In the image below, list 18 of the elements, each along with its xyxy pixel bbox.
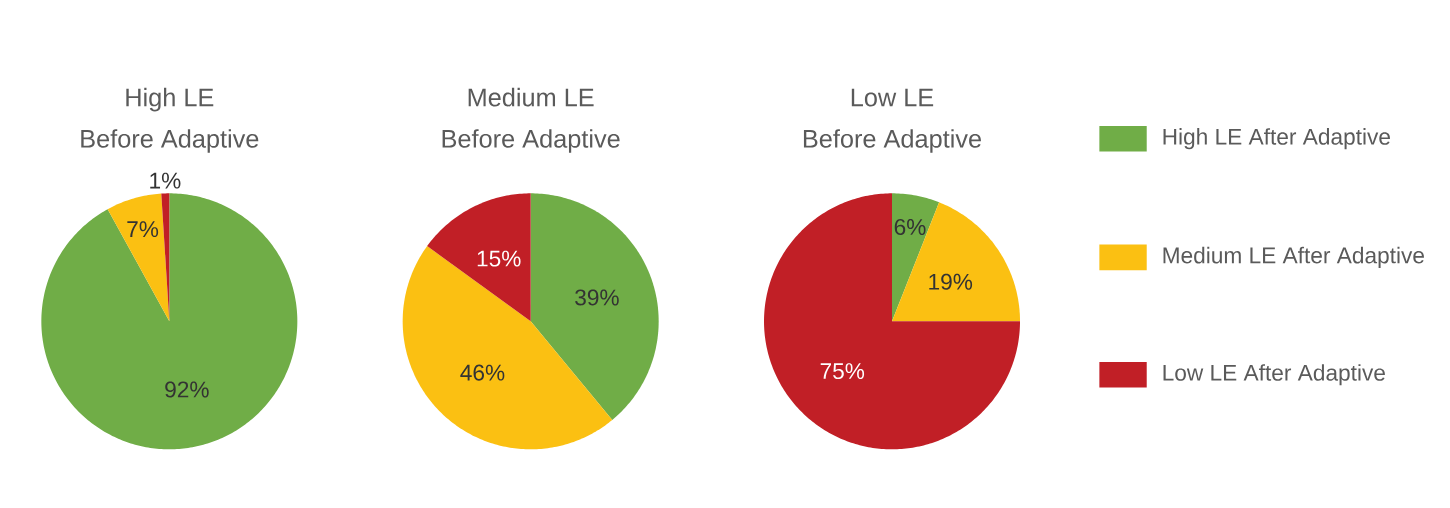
- data-label: 75%: [820, 363, 865, 380]
- data-label: 39%: [575, 289, 619, 306]
- chart-title: Medium LE: [468, 87, 594, 107]
- data-label: 6%: [894, 219, 926, 236]
- legend-label: High LE After Adaptive: [1163, 128, 1390, 150]
- data-label: 1%: [150, 172, 181, 189]
- chart-title: High LE: [126, 87, 214, 112]
- chart-title: Low LE: [851, 88, 934, 107]
- data-label: 46%: [460, 364, 505, 381]
- legend-label: Low LE After Adaptive: [1163, 364, 1385, 386]
- chart-subtitle: Before Adaptive: [803, 129, 981, 153]
- chart-subtitle: Before Adaptive: [442, 129, 620, 153]
- legend-label: Medium LE After Adaptive: [1163, 246, 1424, 268]
- data-label: 15%: [477, 250, 521, 267]
- data-label: 19%: [929, 273, 973, 290]
- data-label: 92%: [165, 381, 209, 398]
- chart-subtitle: Before Adaptive: [81, 129, 259, 153]
- data-label: 7%: [127, 221, 159, 238]
